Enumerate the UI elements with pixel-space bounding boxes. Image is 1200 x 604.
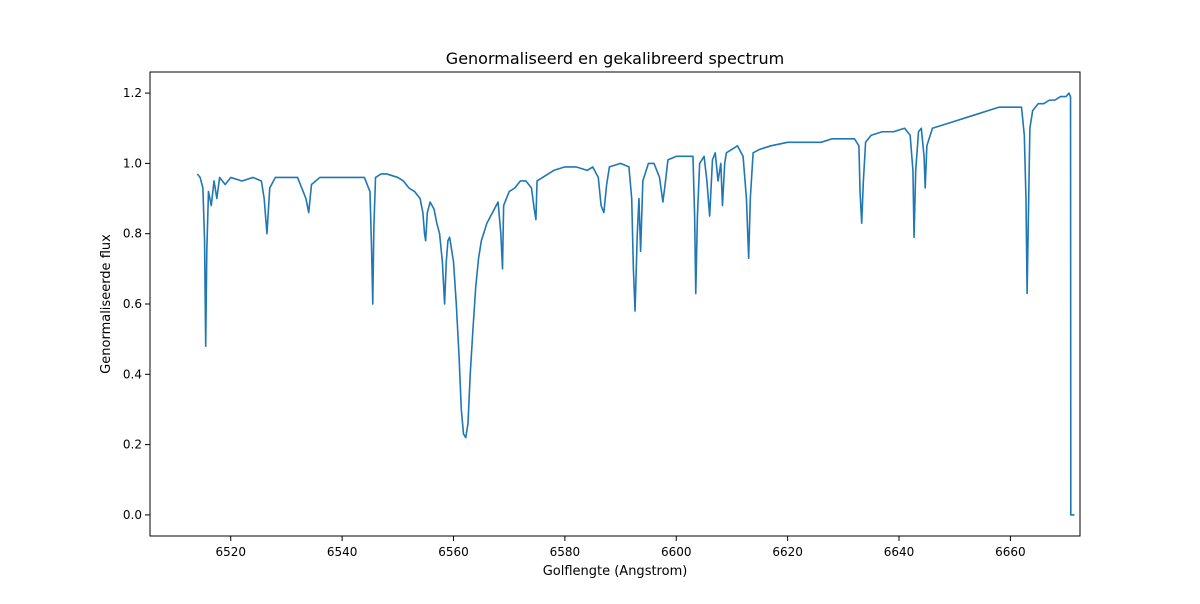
plot-frame [149,71,1081,537]
x-axis-ticks: 6520 6540 6560 6580 6600 6620 6640 6660 [215,536,1026,559]
y-tick-label: 1.2 [123,86,142,100]
x-tick-label: 6600 [661,545,692,559]
x-tick-label: 6560 [438,545,469,559]
x-tick-label: 6660 [995,545,1026,559]
y-axis-label: Genormaliseerde flux [99,234,114,374]
y-tick-label: 0.6 [123,297,142,311]
x-tick-label: 6640 [884,545,915,559]
y-tick-label: 0.8 [123,227,142,241]
y-tick-label: 0.2 [123,438,142,452]
y-tick-label: 0.4 [123,367,142,381]
chart-title: Genormaliseerd en gekalibreerd spectrum [446,49,784,68]
y-tick-label: 1.0 [123,156,142,170]
x-tick-label: 6580 [550,545,581,559]
plot-area [196,92,1075,516]
y-axis-ticks: 0.0 0.2 0.4 0.6 0.8 1.0 1.2 [123,86,150,522]
x-tick-label: 6620 [772,545,803,559]
x-tick-label: 6540 [327,545,358,559]
x-axis-label: Golflengte (Angstrom) [543,564,688,579]
x-tick-label: 6520 [215,545,246,559]
y-tick-label: 0.0 [123,508,142,522]
series-line-0 [196,92,1075,516]
